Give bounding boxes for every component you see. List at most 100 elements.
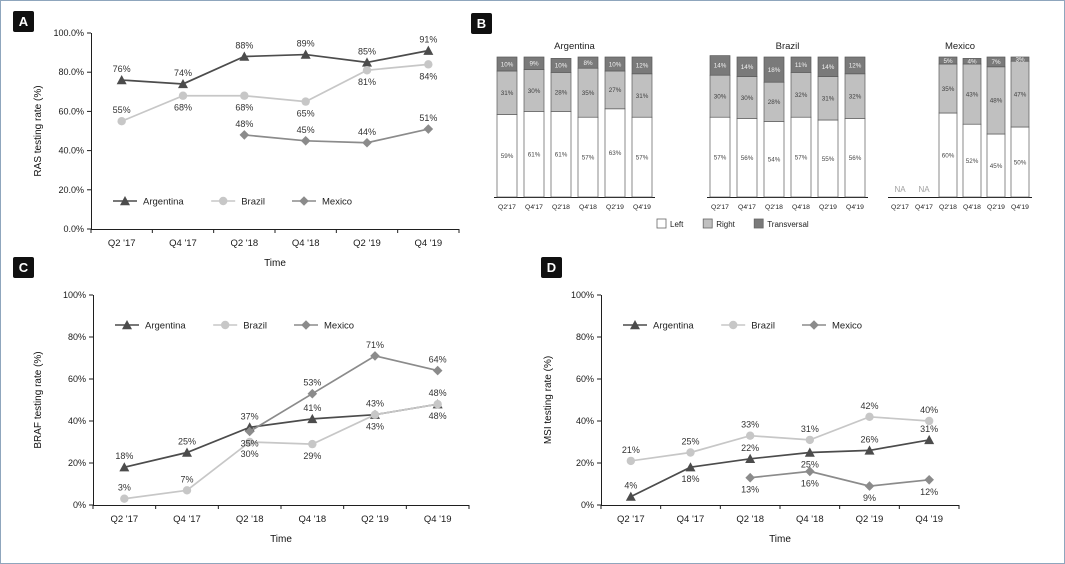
series-argentina: 4% 18% 22% 25% 26% 31% <box>624 424 938 501</box>
svg-text:48%: 48% <box>235 119 253 129</box>
svg-text:30%: 30% <box>741 95 754 102</box>
svg-text:Q4 '18: Q4 '18 <box>298 514 326 525</box>
svg-text:45%: 45% <box>297 125 315 135</box>
svg-text:NA: NA <box>918 185 930 194</box>
svg-text:Q4 '19: Q4 '19 <box>414 238 442 249</box>
svg-text:80.0%: 80.0% <box>58 67 84 77</box>
svg-text:32%: 32% <box>849 94 862 101</box>
svg-text:9%: 9% <box>863 493 876 503</box>
svg-text:60%: 60% <box>942 152 955 159</box>
svg-text:57%: 57% <box>795 154 808 161</box>
svg-text:Q2'19: Q2'19 <box>606 204 624 211</box>
svg-text:52%: 52% <box>966 158 979 165</box>
svg-text:28%: 28% <box>768 99 781 106</box>
svg-text:Q4'19: Q4'19 <box>633 204 651 211</box>
svg-text:Q4'18: Q4'18 <box>963 204 981 211</box>
svg-text:Mexico: Mexico <box>945 41 975 52</box>
svg-text:Q4 '18: Q4 '18 <box>796 514 824 525</box>
line-chart-svg-A: 0.0% 20.0% 40.0% 60.0% 80.0% 100.0% Q2 '17 Q4 '… <box>33 28 460 269</box>
svg-text:Q4 '17: Q4 '17 <box>173 514 201 525</box>
svg-text:33%: 33% <box>741 420 759 430</box>
svg-text:Q4 '19: Q4 '19 <box>424 514 452 525</box>
svg-text:12%: 12% <box>636 63 649 70</box>
svg-text:14%: 14% <box>741 64 754 71</box>
svg-text:85%: 85% <box>358 46 376 56</box>
svg-text:20.0%: 20.0% <box>58 185 84 195</box>
svg-text:30%: 30% <box>241 449 259 459</box>
svg-text:18%: 18% <box>115 451 133 461</box>
svg-text:65%: 65% <box>297 109 315 119</box>
svg-text:68%: 68% <box>235 103 253 113</box>
svg-text:64%: 64% <box>429 355 447 365</box>
line-chart-svg-C: 0% 20% 40% 60% 80% 100% Q2 '17 Q4 '17 Q2 '18 Q4 '… <box>33 290 470 545</box>
series-brazil: 55% 68% 68% 65% 81% 84% <box>113 60 437 126</box>
svg-text:76%: 76% <box>113 64 131 74</box>
svg-text:22%: 22% <box>741 443 759 453</box>
svg-text:Q2'17: Q2'17 <box>891 204 909 211</box>
svg-text:Q4'17: Q4'17 <box>915 204 933 211</box>
svg-text:55%: 55% <box>822 156 835 163</box>
svg-text:Q2 '19: Q2 '19 <box>361 514 389 525</box>
series-argentina: 18% 25% 37% 41% 43% 48% <box>115 388 447 472</box>
svg-text:37%: 37% <box>241 411 259 421</box>
svg-text:40%: 40% <box>576 416 594 426</box>
series-mexico: 35% 53% 71% 64% <box>241 340 447 449</box>
svg-text:54%: 54% <box>768 157 781 164</box>
svg-text:0.0%: 0.0% <box>63 224 84 234</box>
svg-text:Argentina: Argentina <box>554 41 595 52</box>
msi-testing-line-chart: 0% 20% 40% 60% 80% 100% Q2 '17 Q4 '17 Q2 '18 Q4 '… <box>539 259 975 559</box>
svg-text:45%: 45% <box>990 163 1003 170</box>
line-chart-svg-D: 0% 20% 40% 60% 80% 100% Q2 '17 Q4 '17 Q2 '18 Q4 '… <box>543 290 960 545</box>
svg-text:30%: 30% <box>714 94 727 101</box>
series-mexico: 13% 16% 9% 12% <box>741 466 938 503</box>
y-axis-label: MSI testing rate (%) <box>543 356 554 444</box>
svg-text:Left: Left <box>670 220 684 229</box>
svg-text:31%: 31% <box>801 424 819 434</box>
svg-text:NA: NA <box>894 185 906 194</box>
svg-text:13%: 13% <box>741 485 759 495</box>
ras-testing-line-chart: 0.0% 20.0% 40.0% 60.0% 80.0% 100.0% Q2 '17 Q4 '… <box>27 11 469 273</box>
svg-text:43%: 43% <box>366 422 384 432</box>
svg-text:Q4 '19: Q4 '19 <box>915 514 943 525</box>
svg-text:18%: 18% <box>768 67 781 74</box>
svg-text:Q2 '17: Q2 '17 <box>108 238 136 249</box>
svg-text:20%: 20% <box>68 458 86 468</box>
svg-text:35%: 35% <box>241 439 259 449</box>
svg-text:9%: 9% <box>529 61 539 68</box>
series-argentina: 76% 74% 88% 89% 85% 91% <box>113 35 437 89</box>
svg-text:59%: 59% <box>501 153 514 160</box>
svg-text:Q2 '19: Q2 '19 <box>353 238 381 249</box>
svg-text:31%: 31% <box>822 96 835 103</box>
panel-letter-c: C <box>13 257 34 278</box>
svg-text:74%: 74% <box>174 68 192 78</box>
svg-text:81%: 81% <box>358 77 376 87</box>
svg-text:Time: Time <box>769 534 791 545</box>
series-brazil: 3% 7% 30% 29% 43% 48% <box>118 400 447 503</box>
svg-text:40%: 40% <box>68 416 86 426</box>
svg-text:3%: 3% <box>1015 56 1025 63</box>
svg-text:12%: 12% <box>849 63 862 70</box>
svg-text:7%: 7% <box>180 474 193 484</box>
svg-text:Brazil: Brazil <box>241 197 265 208</box>
bar-group-argentina: Argentina 59% 31% 10% Q2'17 61% 30% 9% Q4'17 61% 2… <box>494 41 655 211</box>
svg-text:Argentina: Argentina <box>653 321 694 332</box>
svg-text:48%: 48% <box>990 98 1003 105</box>
svg-text:84%: 84% <box>419 71 437 81</box>
legend: Argentina Brazil Mexico <box>623 320 862 332</box>
svg-text:60.0%: 60.0% <box>58 106 84 116</box>
svg-text:100%: 100% <box>571 290 594 300</box>
y-axis-label: RAS testing rate (%) <box>33 85 44 176</box>
svg-text:51%: 51% <box>419 113 437 123</box>
svg-text:25%: 25% <box>681 437 699 447</box>
svg-text:60%: 60% <box>68 374 86 384</box>
svg-text:35%: 35% <box>942 86 955 93</box>
svg-text:61%: 61% <box>555 152 568 159</box>
svg-text:100.0%: 100.0% <box>53 28 84 38</box>
svg-text:80%: 80% <box>68 332 86 342</box>
svg-text:Q2'17: Q2'17 <box>498 204 516 211</box>
panel-letter-b: B <box>471 13 492 34</box>
svg-text:Q2 '18: Q2 '18 <box>236 514 264 525</box>
svg-text:4%: 4% <box>967 59 977 66</box>
svg-text:0%: 0% <box>581 500 594 510</box>
svg-text:31%: 31% <box>501 90 514 97</box>
